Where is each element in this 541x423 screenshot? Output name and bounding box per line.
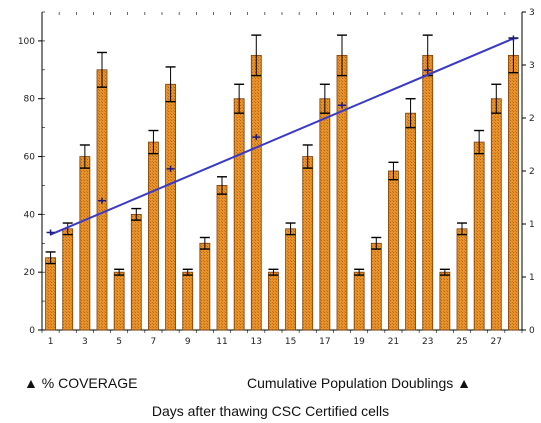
x-tick-label: 11 [216,337,227,347]
bar [45,257,56,331]
y-left-tick-label: 100 [18,37,35,47]
bar [422,54,434,331]
y-left-tick-label: 20 [24,268,36,278]
x-tick-label: 13 [251,337,262,347]
bar [405,112,416,331]
bar [353,271,365,331]
bar [439,271,451,331]
bar [199,242,211,331]
x-tick-label: 17 [319,337,330,347]
y-right-tick-label: 3 [529,8,535,18]
y-right-tick-label: 1 [529,220,535,230]
y-right-tick-label: 2 [529,114,535,124]
bar [148,141,159,331]
x-tick-label: 7 [151,337,157,347]
bar [302,156,314,331]
x-axis-label: Days after thawing CSC Certified cells [151,403,390,419]
y-left-tick-label: 40 [24,210,36,220]
y-right-tick-label: 1 [529,273,535,283]
y-right-tick-label: 2 [529,167,535,177]
y-left-tick-label: 80 [24,95,36,105]
bar [456,228,468,331]
bar [285,228,296,331]
bar [62,228,74,331]
x-tick-label: 15 [285,337,296,347]
bar [388,170,399,331]
bar [113,271,125,331]
x-tick-label: 9 [185,337,191,347]
bar [216,185,228,331]
bar [182,271,194,331]
x-tick-label: 27 [491,337,502,347]
x-tick-label: 1 [48,337,54,347]
bar [336,54,348,331]
bar [490,98,502,331]
bar [370,242,382,331]
y-right-tick-label: 0 [529,326,535,336]
bar [79,156,91,331]
bar [268,271,279,331]
x-tick-label: 19 [353,337,365,347]
bar [233,98,245,331]
population-doublings-line [50,37,514,236]
x-tick-label: 25 [456,337,467,347]
y-right-tick-label: 3 [529,61,535,71]
bar [165,83,176,331]
bar [473,141,485,331]
bar [508,54,519,331]
legend-coverage: ▲ % COVERAGE [24,375,138,391]
bar [250,54,262,331]
bar [319,98,331,331]
x-tick-label: 3 [82,337,88,347]
bar [130,213,142,331]
y-left-tick-label: 60 [24,153,36,163]
x-tick-label: 21 [388,337,399,347]
x-tick-label: 5 [116,337,122,347]
x-tick-label: 23 [422,337,433,347]
y-left-tick-label: 0 [29,326,35,336]
legend-population-doublings: Cumulative Population Doublings ▲ [247,375,471,391]
